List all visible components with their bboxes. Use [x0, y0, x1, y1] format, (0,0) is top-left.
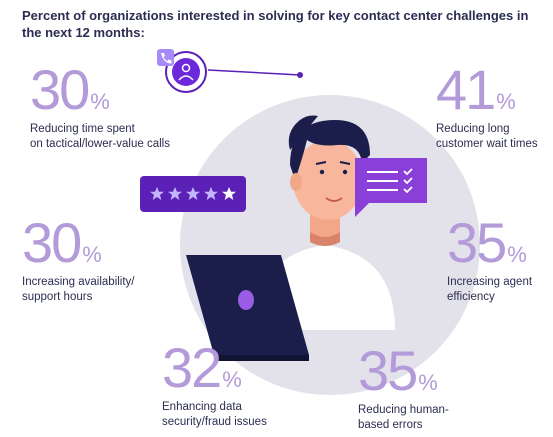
stat-label: Enhancing data security/fraud issues	[162, 401, 267, 428]
star-icon	[204, 187, 218, 200]
stat-data-security: 32% Enhancing data security/fraud issues	[162, 340, 267, 430]
percent-sign: %	[507, 242, 527, 267]
stat-agent-efficiency: 35% Increasing agent efficiency	[447, 215, 532, 305]
stat-reducing-time: 30% Reducing time spent on tactical/lowe…	[30, 62, 170, 152]
connector-line	[207, 69, 301, 76]
stat-label: Increasing agent efficiency	[447, 276, 533, 303]
chart-title: Percent of organizations interested in s…	[22, 8, 529, 40]
percent-sign: %	[90, 89, 110, 114]
percent-sign: %	[222, 367, 242, 392]
user-icon	[165, 51, 207, 93]
percent-sign: %	[82, 242, 102, 267]
stat-label: Reducing time spent on tactical/lower-va…	[30, 123, 170, 150]
laptop-icon	[186, 255, 309, 361]
stat-availability: 30% Increasing availability/ support hou…	[22, 215, 135, 305]
stat-label: Reducing human- based errors	[358, 404, 449, 431]
stat-value: 30	[30, 58, 90, 121]
stat-value: 41	[436, 58, 496, 121]
stat-label: Increasing availability/ support hours	[22, 276, 135, 303]
stat-value: 32	[162, 336, 222, 399]
percent-sign: %	[418, 370, 438, 395]
star-icon	[222, 187, 236, 200]
stat-value: 35	[447, 211, 507, 274]
stat-value: 35	[358, 339, 418, 402]
chat-list-icon	[355, 158, 427, 217]
stat-reducing-wait: 41% Reducing long customer wait times	[436, 62, 538, 152]
star-icon	[168, 187, 182, 200]
stat-label: Reducing long customer wait times	[436, 123, 538, 150]
star-rating	[140, 176, 246, 212]
connector-dot	[297, 72, 303, 78]
star-icon	[150, 187, 164, 200]
phone-icon	[157, 49, 174, 66]
percent-sign: %	[496, 89, 516, 114]
star-icon	[186, 187, 200, 200]
stat-value: 30	[22, 211, 82, 274]
stat-human-errors: 35% Reducing human- based errors	[358, 343, 449, 433]
